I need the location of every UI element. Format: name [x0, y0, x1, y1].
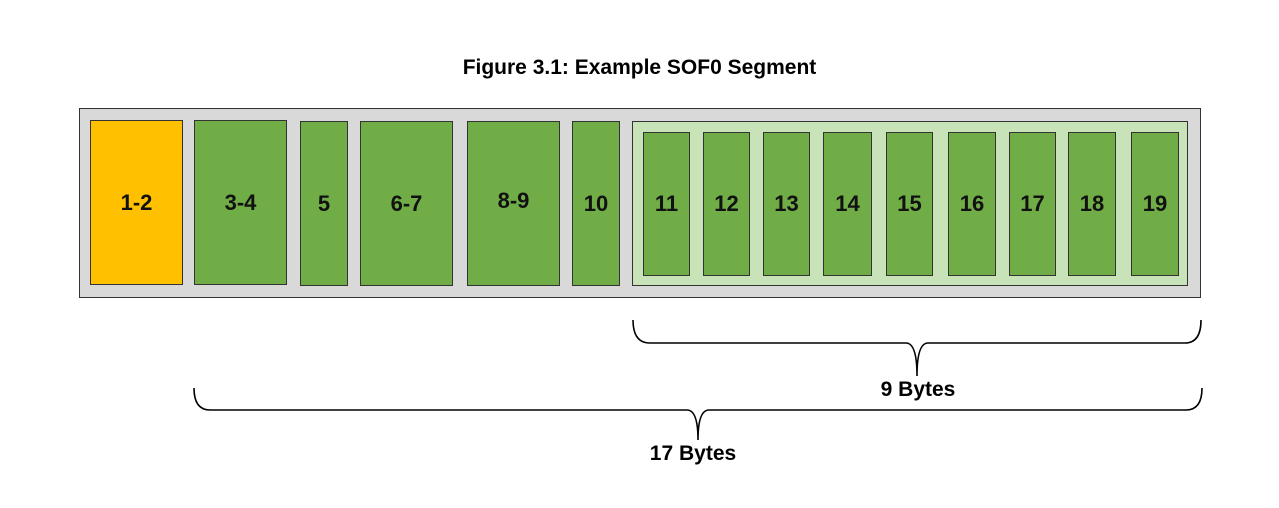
field-marker-bytes: 1-2 — [90, 120, 183, 285]
field-byte-10: 10 — [572, 121, 620, 286]
component-byte-13: 13 — [763, 132, 810, 276]
component-byte-15: 15 — [886, 132, 933, 276]
component-brace — [632, 319, 1202, 377]
segment-brace-label: 17 Bytes — [649, 442, 737, 465]
field-bytes-3-4: 3-4 — [194, 120, 287, 285]
component-byte-19: 19 — [1131, 132, 1179, 276]
component-byte-11: 11 — [643, 132, 690, 276]
field-bytes-8-9: 8-9 — [467, 121, 560, 286]
field-byte-5: 5 — [300, 121, 348, 286]
figure-title: Figure 3.1: Example SOF0 Segment — [462, 56, 817, 79]
component-byte-17: 17 — [1009, 132, 1056, 276]
component-byte-14: 14 — [823, 132, 872, 276]
component-byte-12: 12 — [703, 132, 750, 276]
component-byte-18: 18 — [1068, 132, 1116, 276]
segment-brace — [193, 387, 1203, 441]
field-bytes-6-7: 6-7 — [360, 121, 453, 286]
component-brace-label: 9 Bytes — [880, 378, 956, 401]
component-byte-16: 16 — [948, 132, 996, 276]
